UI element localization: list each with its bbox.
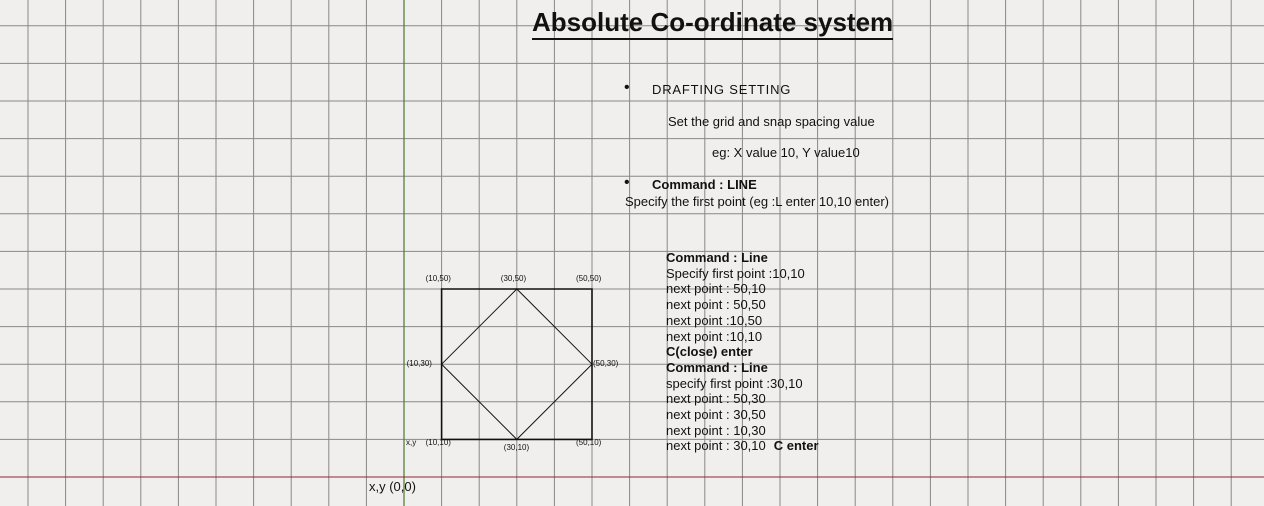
- step-text: C(close) enter: [666, 344, 753, 360]
- command-step: Specify first point :10,10: [666, 266, 819, 282]
- origin-label: x,y (0,0): [369, 479, 416, 494]
- step-text: next point :10,10: [666, 328, 763, 344]
- command-step: next point :10,50: [666, 313, 819, 329]
- drafting-instruction: Set the grid and snap spacing value: [668, 114, 875, 129]
- point-label: (10,30): [406, 359, 432, 369]
- step-suffix: C enter: [773, 438, 819, 454]
- drafting-example: eg: X value 10, Y value10: [712, 145, 860, 160]
- diamond-shape: [440, 288, 593, 441]
- command-step: next point :10,10: [666, 329, 819, 345]
- step-text: next point : 30,50: [666, 407, 766, 423]
- command-step: C(close) enter: [666, 344, 819, 360]
- command-hint: Specify the first point (eg :L enter 10,…: [625, 194, 889, 209]
- point-label: (50,30): [593, 359, 619, 369]
- bullet: •: [624, 79, 630, 96]
- bullet: •: [624, 174, 630, 191]
- command-step: next point : 50,10: [666, 281, 819, 297]
- square-shape: [440, 288, 593, 441]
- step-text: specify first point :30,10: [666, 375, 803, 391]
- command-step: next point : 50,30: [666, 391, 819, 407]
- command-step: Command : Line: [666, 360, 819, 376]
- step-text: next point : 50,50: [666, 297, 766, 313]
- command-step: Command : Line: [666, 250, 819, 266]
- command-heading: Command : LINE: [652, 177, 757, 192]
- step-text: next point : 50,30: [666, 391, 766, 407]
- step-text: next point : 50,10: [666, 281, 766, 297]
- point-label: (10,10): [425, 438, 451, 448]
- step-text: next point : 10,30: [666, 422, 766, 438]
- point-label: (50,50): [576, 274, 602, 283]
- command-value: LINE: [727, 177, 757, 192]
- command-steps: Command : Line Specify first point :10,10…: [666, 250, 819, 454]
- step-text: Command : Line: [666, 359, 768, 375]
- step-text: next point : 30,10: [666, 438, 766, 454]
- step-text: Specify first point :10,10: [666, 265, 805, 281]
- step-text: Command : Line: [666, 250, 768, 265]
- command-prefix: Command :: [652, 177, 728, 192]
- command-step: next point : 50,50: [666, 297, 819, 313]
- point-label: (10,50): [425, 274, 451, 283]
- step-text: next point :10,50: [666, 312, 763, 328]
- command-step: next point : 30,10 C enter: [666, 438, 819, 454]
- point-label: (30,10): [503, 443, 530, 453]
- point-label: (50,10): [576, 438, 602, 448]
- command-step: next point : 10,30: [666, 423, 819, 439]
- origin-marker: x,y: [406, 438, 417, 447]
- drafting-heading: DRAFTING SETTING: [652, 82, 792, 97]
- command-step: next point : 30,50: [666, 407, 819, 423]
- point-label: (30,50): [500, 274, 527, 283]
- command-step: specify first point :30,10: [666, 376, 819, 392]
- page-title: Absolute Co-ordinate system: [532, 8, 894, 40]
